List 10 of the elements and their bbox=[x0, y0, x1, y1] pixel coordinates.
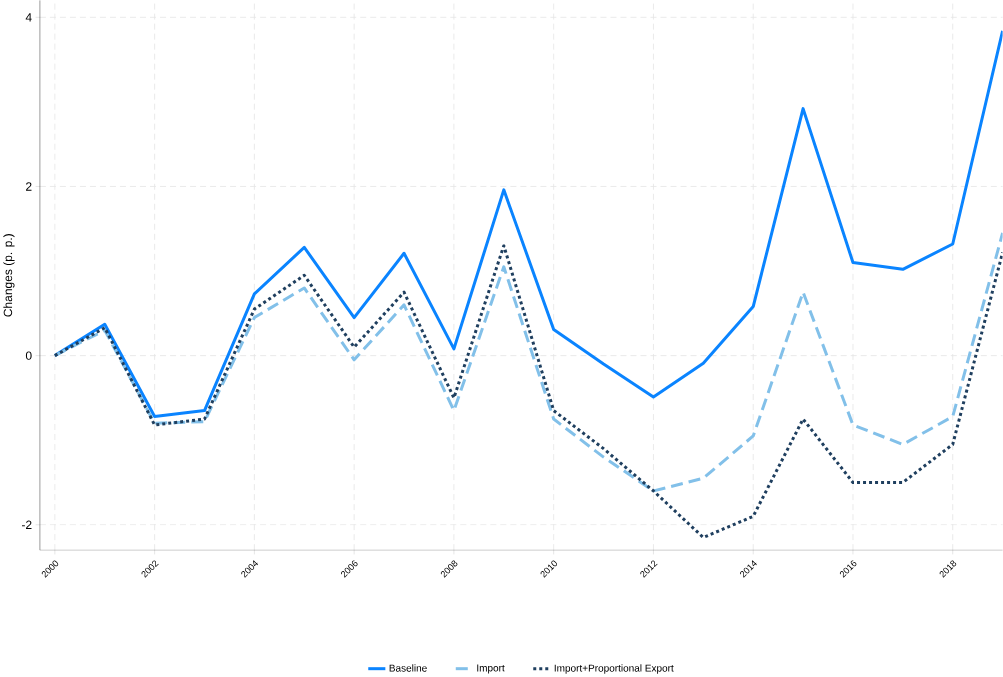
y-tick-label: 0 bbox=[25, 351, 32, 360]
legend-label: Baseline bbox=[389, 664, 427, 672]
y-axis-title: Changes (p. p.) bbox=[3, 234, 15, 317]
line-series bbox=[53, 244, 1003, 539]
legend-label: Import+Proportional Export bbox=[554, 664, 674, 674]
y-tick-label: -2 bbox=[21, 520, 32, 529]
line-series bbox=[53, 29, 1003, 418]
y-tick-label: 4 bbox=[25, 13, 32, 22]
y-tick-label: 2 bbox=[26, 182, 32, 191]
legend-label: Import bbox=[477, 664, 505, 674]
